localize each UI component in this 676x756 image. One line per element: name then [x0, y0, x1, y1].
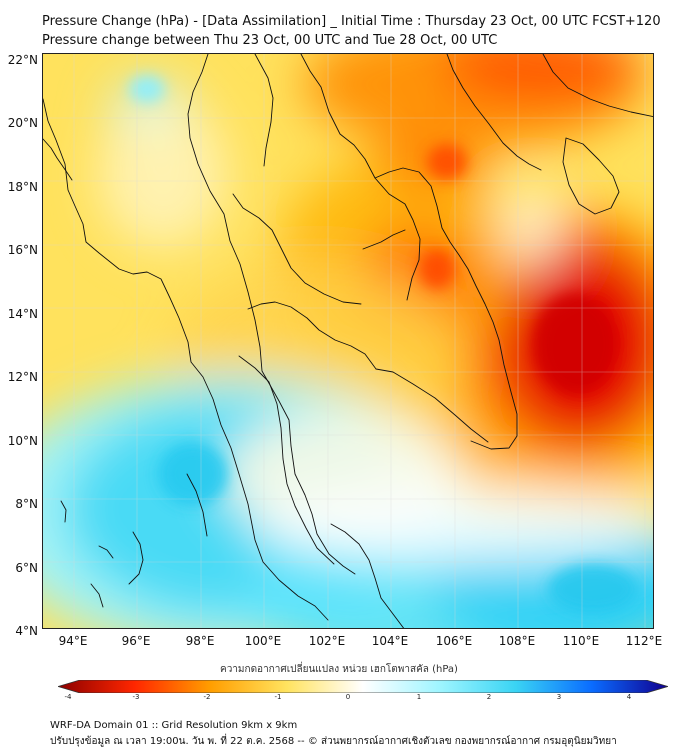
longitude-label-104: 104°E — [371, 634, 409, 648]
latitude-label-10: 10°N — [7, 434, 38, 448]
colorbar-tick-minus2: -2 — [203, 693, 211, 701]
longitude-label-96: 96°E — [121, 634, 151, 648]
colorbar-title: ความกดอากาศเปลี่ยนแปลง หน่วย เฮกโตพาสคัล… — [220, 664, 458, 675]
title-line-1: Pressure Change (hPa) - [Data Assimilati… — [42, 14, 661, 29]
colorbar — [56, 678, 670, 694]
colorbar-tick-3: 3 — [556, 693, 562, 701]
colorbar-tick-minus1: -1 — [274, 693, 282, 701]
latitude-label-18: 18°N — [7, 180, 38, 194]
coastlines-and-borders — [43, 54, 653, 628]
footer: WRF-DA Domain 01 :: Grid Resolution 9km … — [50, 718, 617, 750]
latitude-label-12: 12°N — [7, 370, 38, 384]
latitude-label-8: 8°N — [15, 497, 38, 511]
colorbar-tick-2: 2 — [486, 693, 492, 701]
longitude-label-112: 112°E — [625, 634, 663, 648]
colorbar-scale — [56, 679, 670, 694]
latitude-label-6: 6°N — [15, 561, 38, 575]
colorbar-tick-minus3: -3 — [132, 693, 140, 701]
latitude-label-22: 22°N — [7, 53, 38, 67]
longitude-label-110: 110°E — [562, 634, 600, 648]
colorbar-tick-4: 4 — [626, 693, 632, 701]
colorbar-ticks: -4 -3 -2 -1 0 1 2 3 4 — [58, 693, 668, 705]
grid-lines — [43, 54, 653, 628]
colorbar-tick-0: 0 — [345, 693, 351, 701]
colorbar-tick-1: 1 — [416, 693, 422, 701]
pressure-change-map — [42, 53, 654, 629]
colorbar-tick-minus4: -4 — [64, 693, 72, 701]
longitude-label-106: 106°E — [435, 634, 473, 648]
longitude-label-108: 108°E — [498, 634, 536, 648]
title-line-2: Pressure change between Thu 23 Oct, 00 U… — [42, 33, 498, 48]
chart-title: Pressure Change (hPa) - [Data Assimilati… — [42, 12, 661, 50]
footer-line-1: WRF-DA Domain 01 :: Grid Resolution 9km … — [50, 720, 298, 731]
longitude-label-98: 98°E — [185, 634, 215, 648]
latitude-label-20: 20°N — [7, 116, 38, 130]
latitude-label-14: 14°N — [7, 307, 38, 321]
latitude-label-16: 16°N — [7, 243, 38, 257]
longitude-label-94: 94°E — [58, 634, 88, 648]
longitude-label-100: 100°E — [244, 634, 282, 648]
longitude-label-102: 102°E — [308, 634, 346, 648]
footer-line-2: ปรับปรุงข้อมูล ณ เวลา 19:00น. วัน พ. ที่… — [50, 736, 617, 747]
latitude-label-4: 4°N — [15, 624, 38, 638]
map-canvas — [43, 54, 653, 628]
